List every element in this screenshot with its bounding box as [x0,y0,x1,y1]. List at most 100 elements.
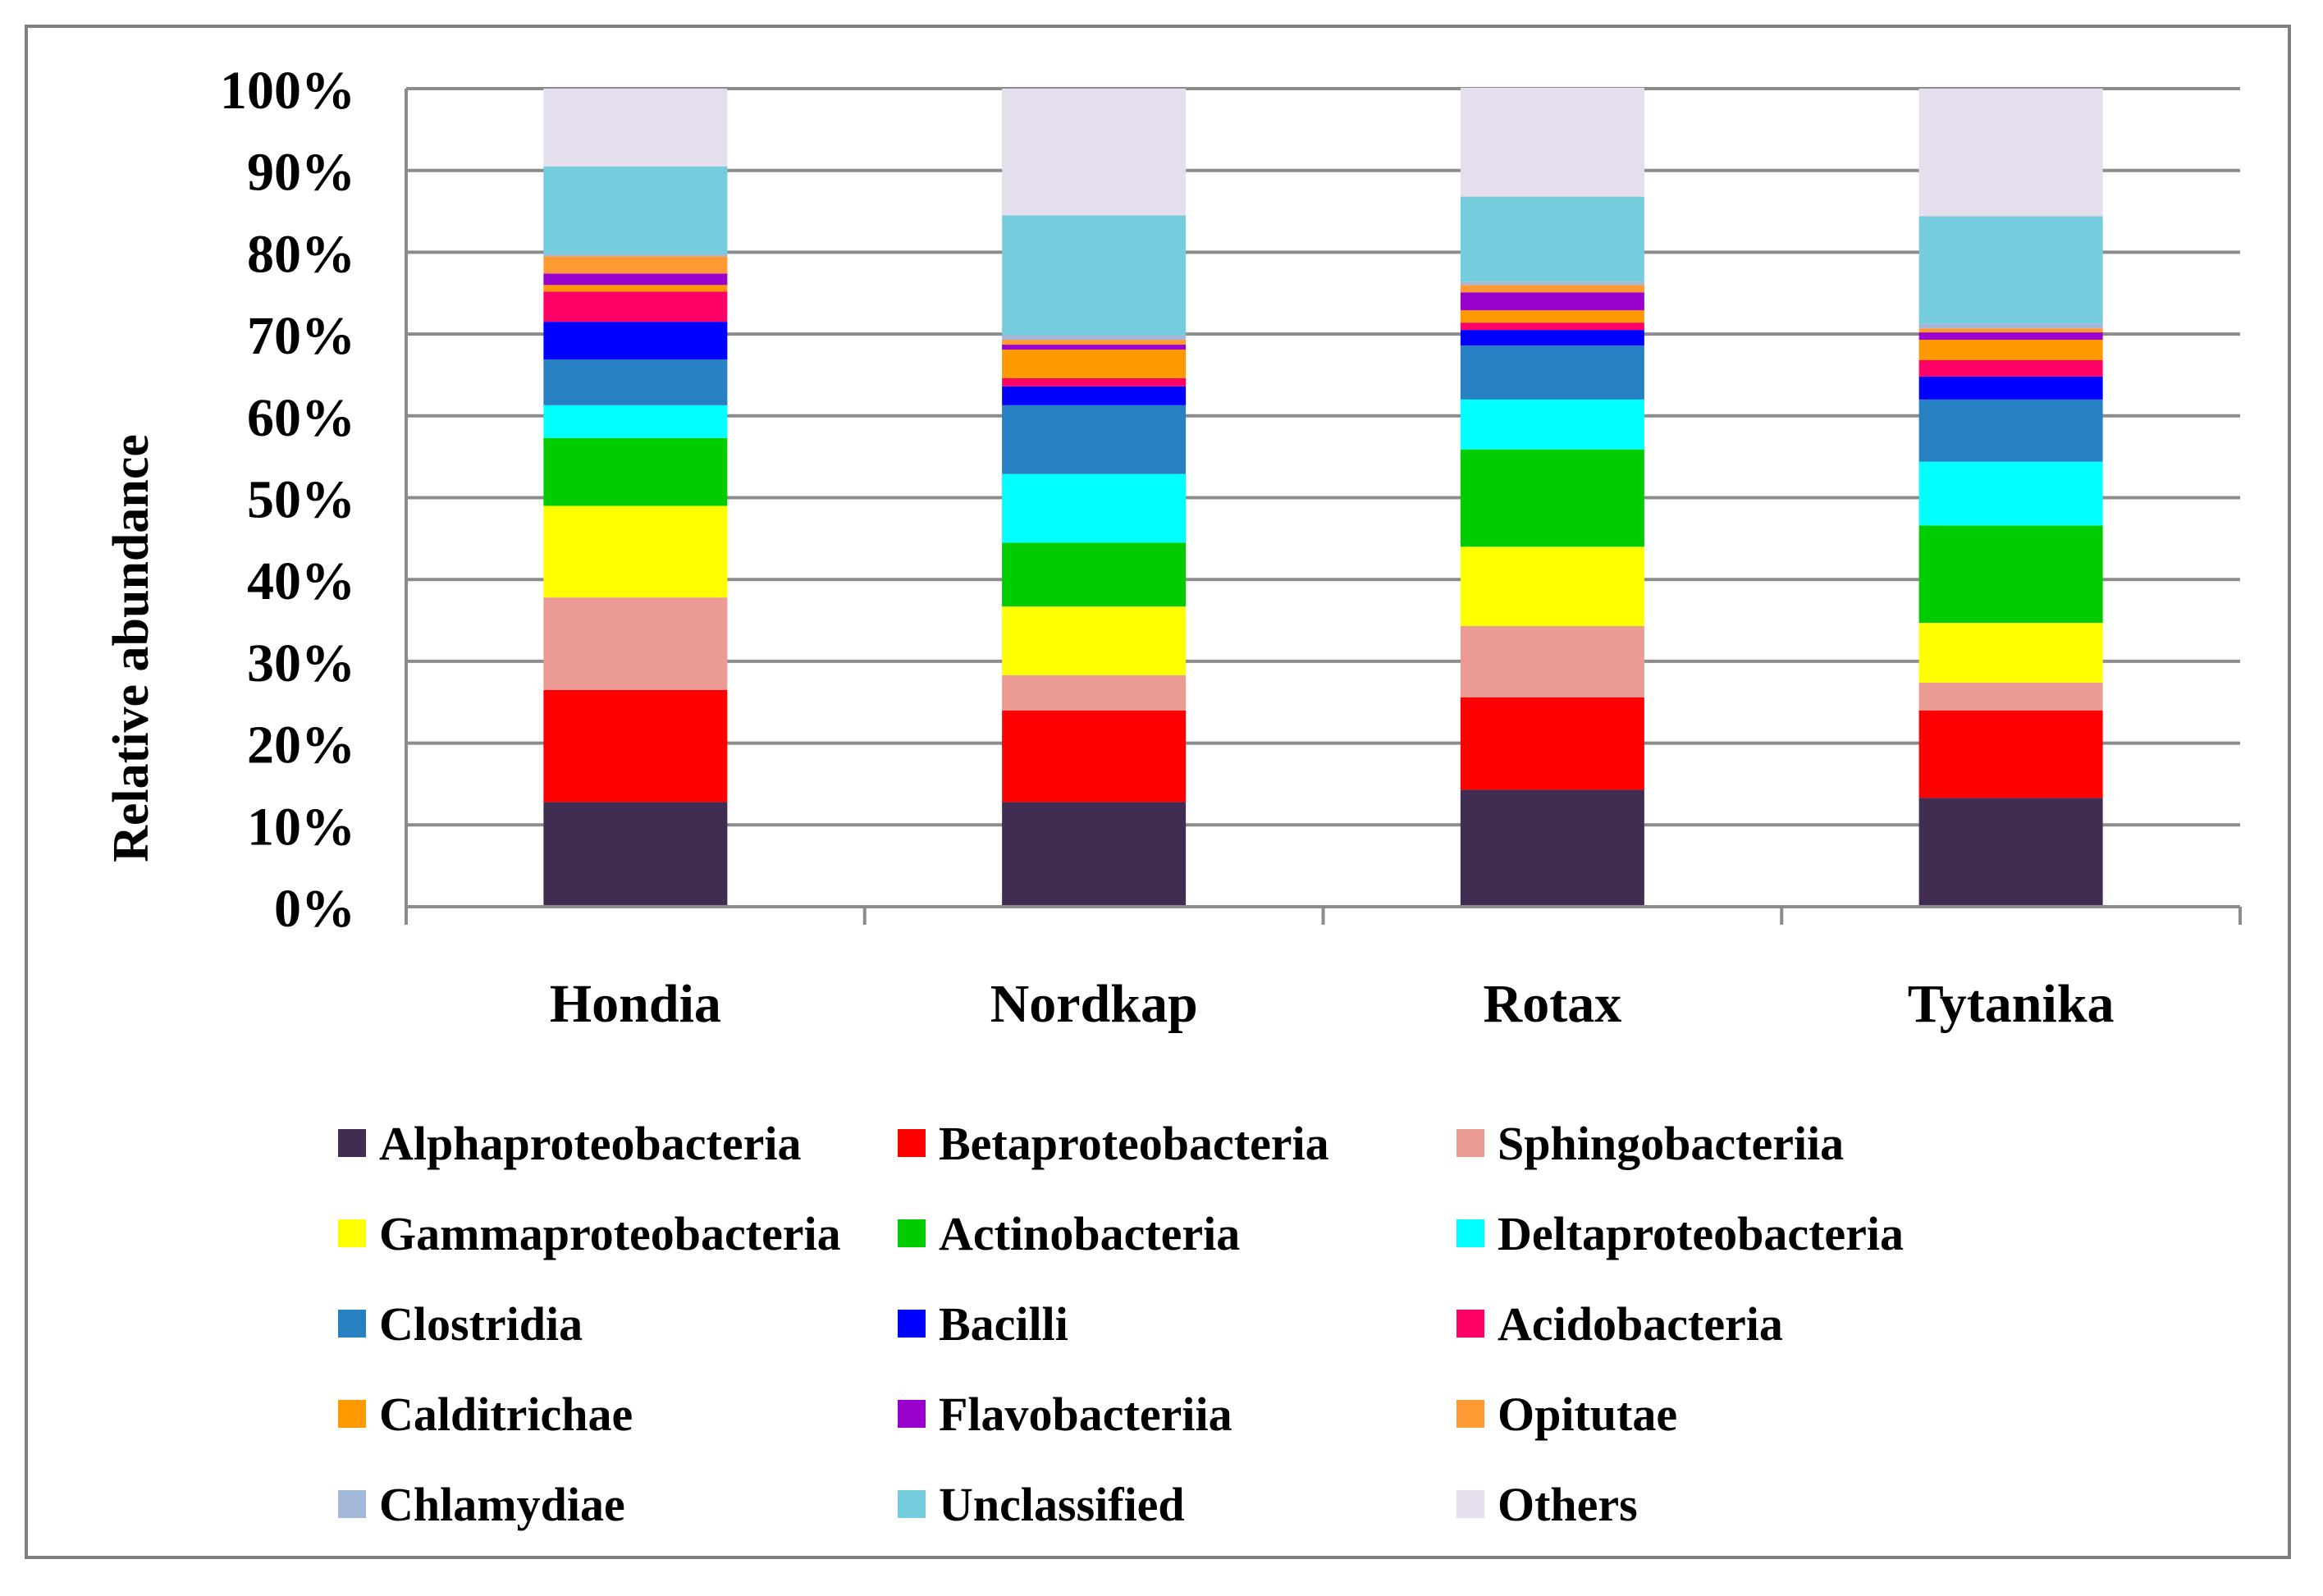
y-tick-label: 20% [247,716,355,775]
bar-segment-clostridia [1918,399,2103,462]
bar-segment-clostridia [1460,345,1644,400]
bar-segment-gammaproteobacteria [1002,606,1187,675]
bar-segment-sphingobacteriia [1002,675,1187,711]
legend-label: Flavobacteriia [939,1388,1232,1441]
legend-swatch [338,1219,366,1247]
bar-stack-nordkap [1002,89,1187,907]
legend-swatch [898,1400,926,1428]
legend-item-unclassified: Unclassified [898,1478,1185,1531]
legend-label: Actinobacteria [939,1207,1240,1260]
legend-item-flavobacteriia: Flavobacteriia [898,1388,1232,1441]
legend-swatch [898,1490,926,1518]
bar-segment-unclassified [1002,215,1187,336]
y-tick-label: 30% [247,633,355,693]
y-tick-label: 50% [247,470,355,530]
bar-segment-alphaproteobacteria [1002,802,1187,907]
bar-segment-bacilli [1002,386,1187,405]
legend-label: Acidobacteria [1498,1297,1783,1351]
legend-item-calditrichae: Calditrichae [338,1388,633,1441]
bar-segment-others [1918,89,2103,217]
y-tick-label: 80% [247,224,355,284]
bar-segment-unclassified [543,166,728,254]
legend-item-others: Others [1456,1478,1638,1531]
legend-label: Clostridia [379,1297,583,1351]
bar-segment-unclassified [1460,196,1644,282]
x-tick-label: Nordkap [990,974,1198,1034]
bar-segment-bacilli [1918,376,2103,400]
legend-swatch [1456,1310,1484,1338]
bar-segment-clostridia [543,359,728,405]
legend-item-sphingobacteriia: Sphingobacteriia [1456,1117,1844,1170]
bar-stack-tytanika [1918,89,2103,907]
legend-item-deltaproteobacteria: Deltaproteobacteria [1456,1207,1904,1260]
y-tick-label: 70% [247,306,355,366]
bar-segment-opitutae [1460,285,1644,293]
bar-segment-deltaproteobacteria [1460,399,1644,450]
legend-label: Chlamydiae [379,1478,625,1531]
bar-segment-acidobacteria [543,291,728,322]
legend-label: Sphingobacteriia [1498,1117,1844,1170]
bar-segment-sphingobacteriia [1918,682,2103,711]
bar-segment-chlamydiae [1460,281,1644,286]
bar-segment-flavobacteriia [543,273,728,286]
bar-segment-gammaproteobacteria [1918,623,2103,683]
y-tick-label: 90% [247,143,355,203]
legend-item-acidobacteria: Acidobacteria [1456,1297,1783,1351]
legend-label: Betaproteobacteria [939,1117,1329,1170]
x-tick-labels: Hondia Nordkap Rotax Tytanika [550,974,2115,1034]
legend-item-chlamydiae: Chlamydiae [338,1478,625,1531]
bar-segment-bacilli [1460,330,1644,346]
bar-segment-chlamydiae [1002,335,1187,341]
bar-segment-alphaproteobacteria [1918,798,2103,907]
bar-segment-flavobacteriia [1002,345,1187,350]
legend-label: Gammaproteobacteria [379,1207,841,1260]
bar-segment-gammaproteobacteria [543,505,728,598]
bar-segment-chlamydiae [543,254,728,257]
bar-segment-others [1002,89,1187,216]
legend-swatch [1456,1129,1484,1157]
y-tick-label: 10% [247,797,355,857]
bars [543,88,2103,907]
bar-segment-betaproteobacteria [543,689,728,803]
bar-segment-actinobacteria [1460,449,1644,547]
y-tick-label: 60% [247,388,355,448]
bar-segment-acidobacteria [1460,322,1644,331]
legend-label: Unclassified [939,1478,1185,1531]
legend: Alphaproteobacteria Betaproteobacteria Sph… [338,1117,1904,1531]
bar-segment-deltaproteobacteria [543,405,728,438]
bar-segment-others [543,89,728,167]
bar-segment-flavobacteriia [1918,332,2103,341]
legend-item-opitutae: Opitutae [1456,1388,1677,1441]
bar-segment-betaproteobacteria [1460,697,1644,790]
legend-swatch [898,1310,926,1338]
bar-segment-calditrichae [1460,310,1644,323]
bar-segment-sphingobacteriia [543,597,728,690]
bar-segment-acidobacteria [1002,377,1187,386]
legend-label: Bacilli [939,1297,1068,1351]
bar-segment-others [1460,88,1644,197]
x-tick-label: Hondia [550,974,721,1034]
bar-segment-betaproteobacteria [1918,710,2103,798]
legend-item-alphaproteobacteria: Alphaproteobacteria [338,1117,801,1170]
bar-segment-flavobacteriia [1460,292,1644,311]
y-tick-labels: 0% 10% 20% 30% 40% 50% 60% 70% 80% 90% 100% [220,61,355,939]
legend-label: Alphaproteobacteria [379,1117,801,1170]
legend-swatch [338,1400,366,1428]
legend-swatch [898,1219,926,1247]
legend-item-clostridia: Clostridia [338,1297,583,1351]
legend-swatch [338,1490,366,1518]
bar-segment-deltaproteobacteria [1002,473,1187,543]
y-axis-label: Relative abundance [103,434,159,862]
bar-stack-rotax [1460,88,1644,907]
legend-item-gammaproteobacteria: Gammaproteobacteria [338,1207,841,1260]
y-tick-label: 100% [220,61,355,121]
bar-segment-sphingobacteriia [1460,626,1644,697]
legend-item-actinobacteria: Actinobacteria [898,1207,1240,1260]
bar-segment-unclassified [1918,216,2103,324]
bar-segment-actinobacteria [1002,542,1187,607]
bar-segment-opitutae [1918,328,2103,333]
bar-segment-betaproteobacteria [1002,710,1187,803]
bar-stack-hondia [543,89,728,907]
x-tick-label: Tytanika [1908,974,2115,1034]
bar-segment-calditrichae [1918,340,2103,361]
